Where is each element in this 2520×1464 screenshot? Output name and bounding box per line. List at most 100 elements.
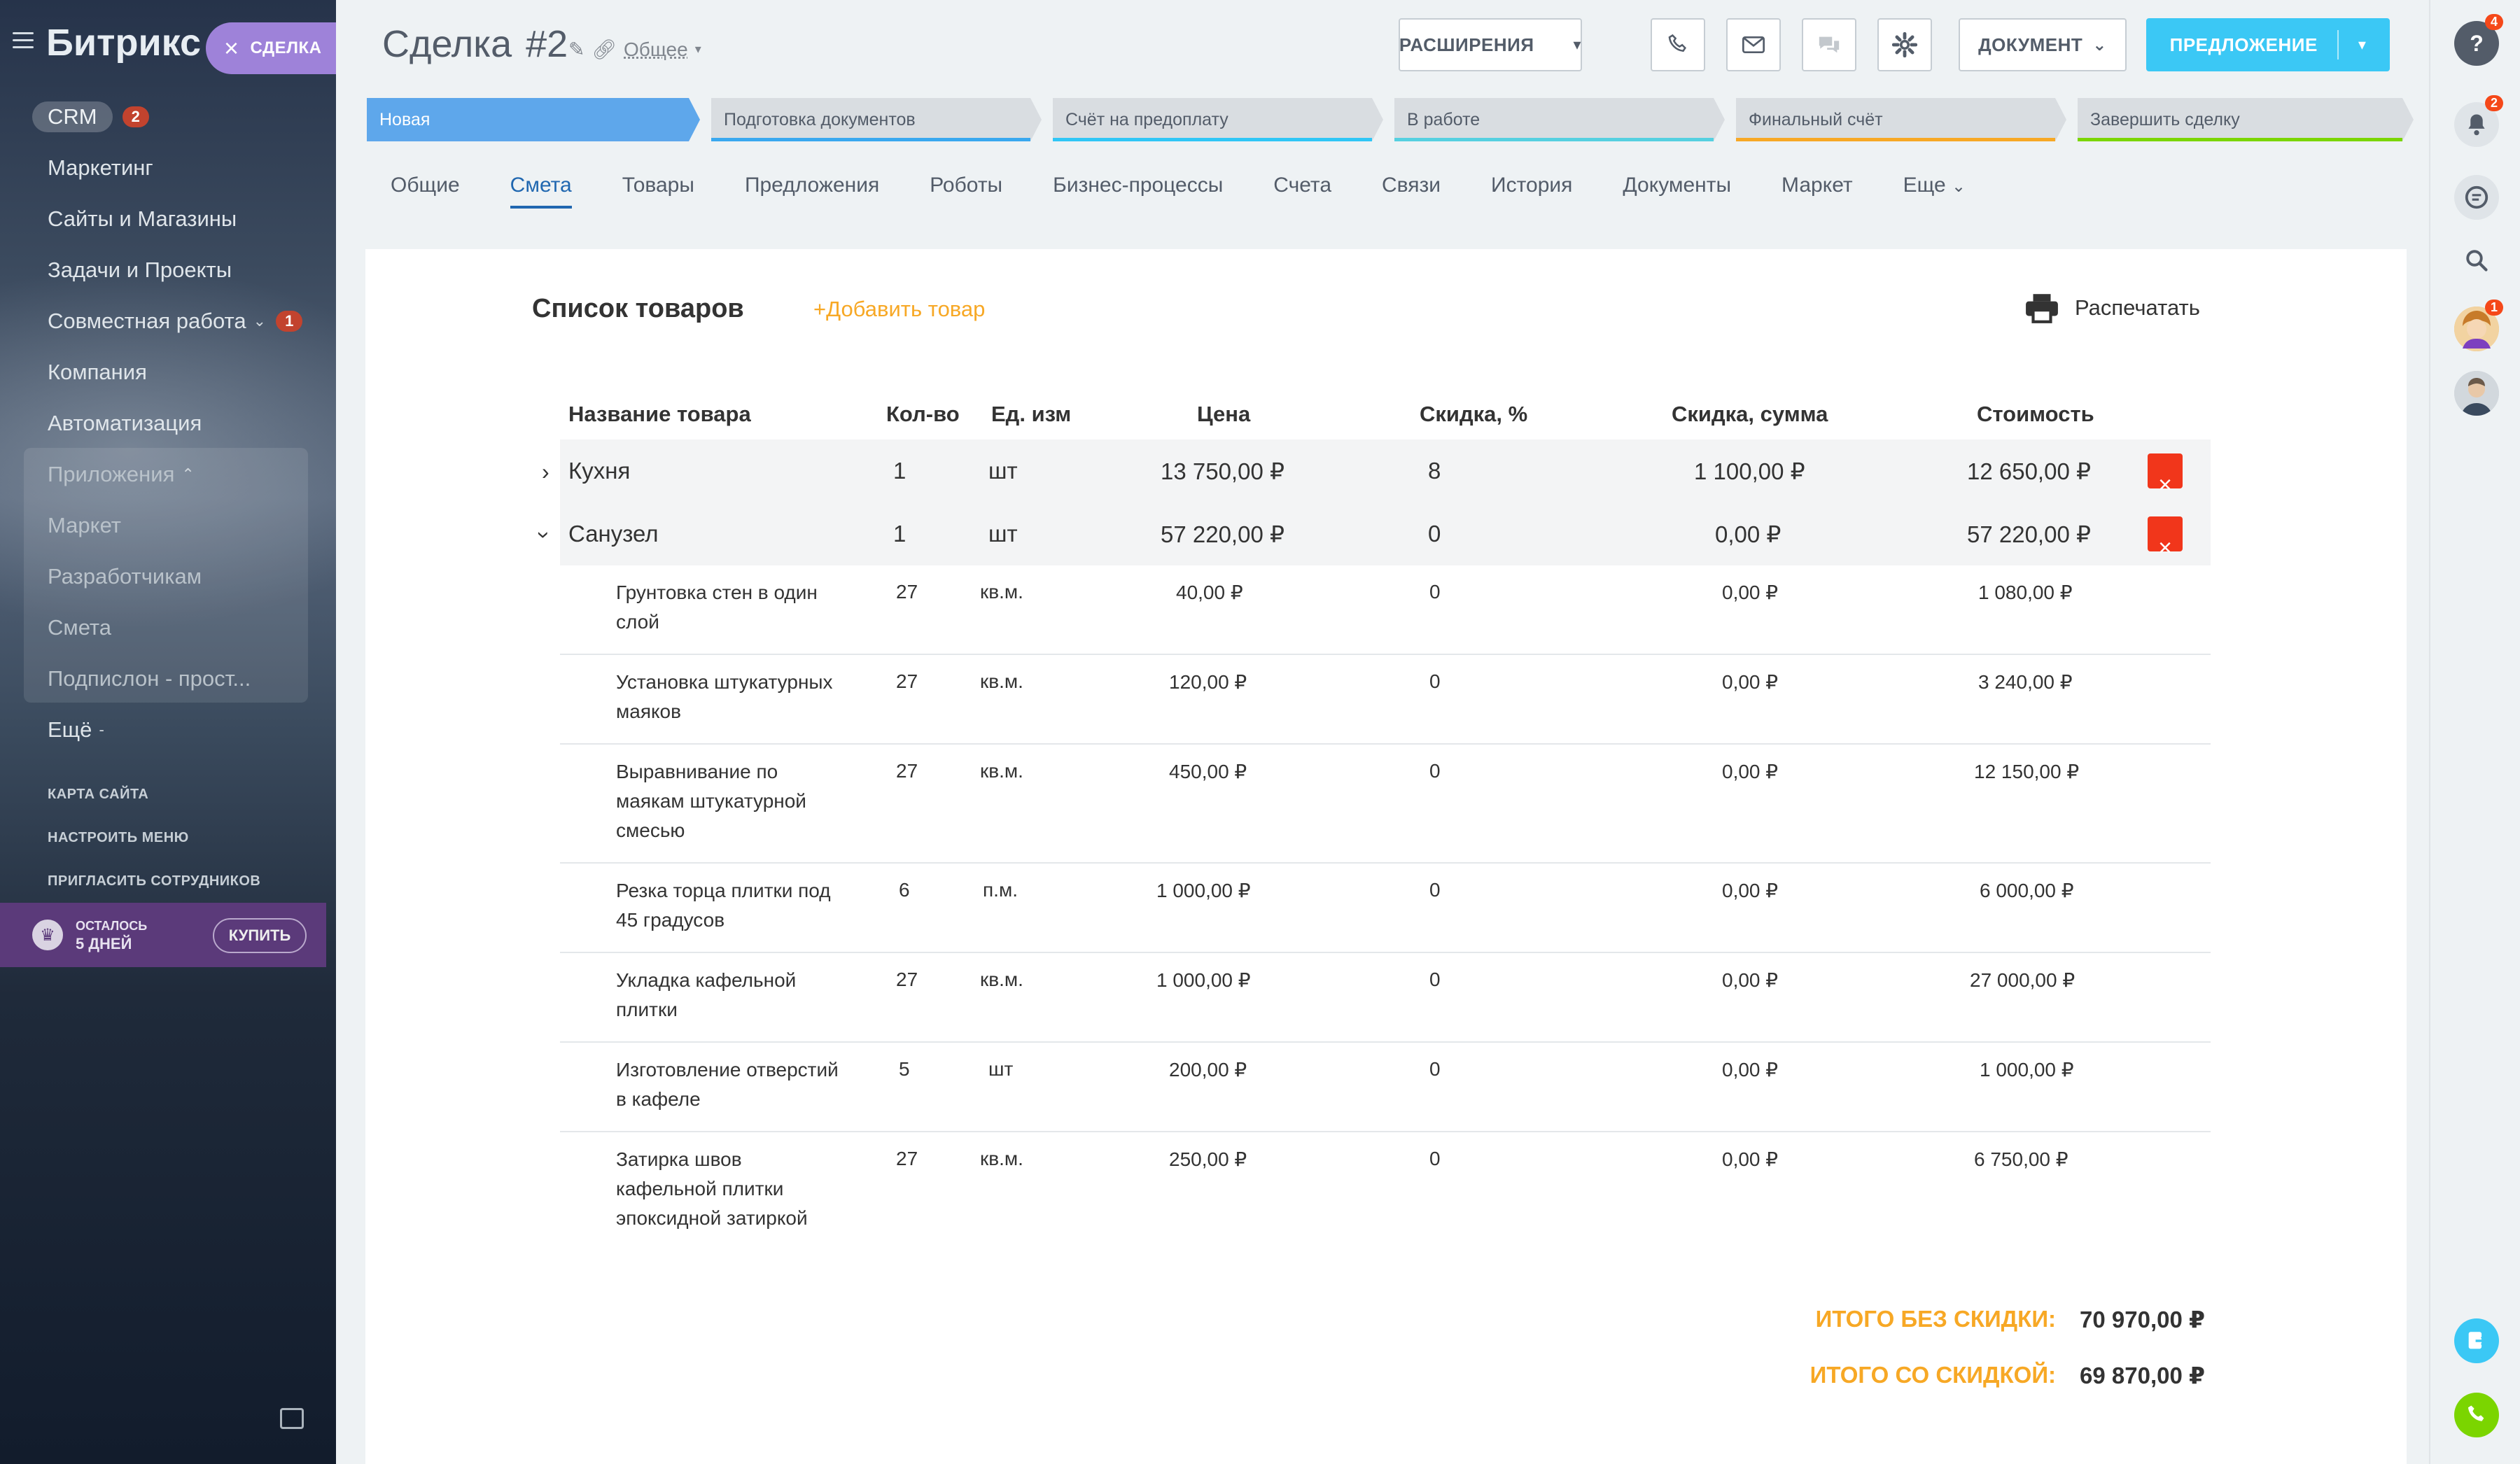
sidebar-item-tasks[interactable]: Задачи и Проекты [0, 244, 336, 295]
sidebar-item-more[interactable]: Ещё - [0, 704, 336, 755]
delete-group-button[interactable]: × [2148, 453, 2183, 498]
tab-market[interactable]: Маркет [1782, 174, 1853, 197]
deal-category-select[interactable]: Общее [624, 38, 688, 60]
close-deal-slider-button[interactable]: × СДЕЛКА [206, 22, 336, 74]
trial-banner: ♛ ОСТАЛОСЬ 5 ДНЕЙ КУПИТЬ [0, 903, 326, 967]
crm-counter-badge: 2 [122, 106, 149, 127]
table-row[interactable]: Грунтовка стен в один слой 27 кв.м. 40,0… [560, 565, 2211, 655]
search-icon[interactable] [2454, 238, 2499, 283]
menu-burger-icon[interactable] [13, 32, 34, 49]
sidebar-item-automation[interactable]: Автоматизация [0, 397, 336, 449]
tab-business-processes[interactable]: Бизнес-процессы [1053, 174, 1224, 197]
sidebar-item-marketing[interactable]: Маркетинг [0, 142, 336, 193]
item-discount-sum: 0,00 ₽ [1722, 1059, 1779, 1081]
settings-button[interactable] [1877, 18, 1932, 71]
delete-group-button[interactable]: × [2148, 516, 2183, 561]
tab-invoices[interactable]: Счета [1273, 174, 1332, 197]
chat-button[interactable] [1802, 18, 1856, 71]
tab-history[interactable]: История [1491, 174, 1573, 197]
estimate-card: Список товаров +Добавить товар Распечата… [365, 249, 2407, 1464]
sidebar-item-label: CRM [32, 101, 113, 132]
sitemap-link[interactable]: КАРТА САЙТА [48, 787, 149, 802]
notifications-bell-icon[interactable]: 2 [2454, 95, 2503, 147]
sidebar-item-podpislon[interactable]: Подпислон - прост... [0, 653, 336, 704]
help-icon[interactable]: ? 4 [2454, 14, 2503, 66]
tab-documents[interactable]: Документы [1623, 174, 1732, 197]
link-icon[interactable]: 🔗︎ [592, 38, 617, 60]
stage-preparing-documents[interactable]: Подготовка документов [711, 98, 1042, 141]
group-row-kitchen[interactable]: › Кухня 1 шт 13 750,00 ₽ 8 1 100,00 ₽ 12… [542, 439, 2211, 502]
stage-color-bar [1053, 138, 1372, 141]
table-row[interactable]: Установка штукатурных маяков 27 кв.м. 12… [560, 655, 2211, 745]
sidebar-item-sites[interactable]: Сайты и Магазины [0, 193, 336, 244]
tab-offers[interactable]: Предложения [744, 174, 880, 197]
table-row[interactable]: Выравнивание по маякам штукатурной смесь… [560, 745, 2211, 864]
chevron-down-icon[interactable]: ▾ [2358, 36, 2367, 53]
open-lines-icon[interactable] [2454, 1318, 2499, 1363]
stage-in-progress[interactable]: В работе [1394, 98, 1725, 141]
tab-robots[interactable]: Роботы [930, 174, 1003, 197]
tab-links[interactable]: Связи [1382, 174, 1441, 197]
buy-button[interactable]: КУПИТЬ [213, 918, 307, 953]
tab-more[interactable]: Еще ⌄ [1903, 174, 1966, 209]
chat-bubbles-icon [1819, 36, 1840, 53]
sidebar-item-developers[interactable]: Разработчикам [0, 551, 336, 602]
products-table-header: Название товара Кол-во Ед. изм Цена Скид… [365, 402, 2407, 444]
item-cost: 3 240,00 ₽ [1978, 671, 2073, 693]
table-row[interactable]: Затирка швов кафельной плитки эпоксидной… [560, 1132, 2211, 1251]
sidebar-item-apps[interactable]: Приложения ⌃ [0, 449, 336, 500]
configure-menu-link[interactable]: НАСТРОИТЬ МЕНЮ [48, 830, 189, 845]
item-unit: кв.м. [980, 1148, 1023, 1169]
stage-prepayment-invoice[interactable]: Счёт на предоплату [1053, 98, 1383, 141]
print-button[interactable]: Распечатать [2024, 293, 2200, 323]
offer-button[interactable]: ПРЕДЛОЖЕНИЕ ▾ [2146, 18, 2390, 71]
group-price: 57 220,00 ₽ [1161, 521, 1284, 547]
item-cost: 27 000,00 ₽ [1970, 969, 2076, 991]
sidebar-item-estimate[interactable]: Смета [0, 602, 336, 653]
email-button[interactable] [1726, 18, 1781, 71]
stage-new[interactable]: Новая [367, 98, 700, 141]
sidebar-item-label: Разработчикам [48, 563, 202, 589]
user-avatar[interactable]: 1 [2454, 300, 2503, 351]
col-name: Название товара [568, 402, 751, 426]
chevron-down-icon: ▾ [694, 42, 701, 56]
add-product-link[interactable]: +Добавить товар [813, 297, 986, 321]
chevron-down-icon[interactable]: › [531, 531, 557, 539]
total-without-discount: ИТОГО БЕЗ СКИДКИ: 70 970,00 ₽ [1816, 1306, 2205, 1333]
item-qty: 27 [896, 1148, 918, 1169]
close-icon: × [2158, 472, 2172, 498]
item-price: 450,00 ₽ [1169, 761, 1247, 782]
invite-employees-link[interactable]: ПРИГЛАСИТЬ СОТРУДНИКОВ [48, 873, 261, 889]
sidebar-item-collaboration[interactable]: Совместная работа ⌄ 1 [0, 295, 336, 346]
offer-label: ПРЕДЛОЖЕНИЕ [2169, 34, 2318, 55]
call-button[interactable] [1651, 18, 1705, 71]
stage-color-bar [2078, 138, 2402, 141]
user-avatar[interactable] [2454, 371, 2499, 416]
printer-settings-icon[interactable] [280, 1408, 304, 1429]
group-row-bathroom[interactable]: › Санузел 1 шт 57 220,00 ₽ 0 0,00 ₽ 57 2… [532, 502, 2211, 565]
deal-page: Сделка #2 ✎ 🔗︎ Общее ▾ РАСШИРЕНИЯ ▾ ДОКУМ… [336, 0, 2429, 1464]
table-row[interactable]: Резка торца плитки под 45 градусов 6 п.м… [560, 864, 2211, 953]
stage-finish-deal[interactable]: Завершить сделку [2078, 98, 2414, 141]
tab-products[interactable]: Товары [622, 174, 694, 197]
chevron-down-icon[interactable]: ▾ [1573, 36, 1582, 53]
item-price: 250,00 ₽ [1169, 1148, 1247, 1170]
item-name: Затирка швов кафельной плитки эпоксидной… [616, 1148, 808, 1229]
table-row[interactable]: Укладка кафельной плитки 27 кв.м. 1 000,… [560, 953, 2211, 1043]
chevron-right-icon[interactable]: › [542, 459, 550, 484]
extensions-button[interactable]: РАСШИРЕНИЯ ▾ [1399, 18, 1582, 71]
sidebar-item-crm[interactable]: CRM 2 [0, 91, 336, 142]
messenger-icon[interactable] [2454, 175, 2499, 220]
tab-estimate[interactable]: Смета [510, 174, 572, 209]
item-name: Установка штукатурных маяков [616, 671, 833, 722]
stage-label: В работе [1407, 109, 1480, 129]
sidebar-item-market[interactable]: Маркет [0, 500, 336, 551]
table-row[interactable]: Изготовление отверстий в кафеле 5 шт 200… [560, 1043, 2211, 1132]
document-button[interactable]: ДОКУМЕНТ ⌄ [1959, 18, 2127, 71]
item-unit: кв.м. [980, 670, 1023, 692]
stage-final-invoice[interactable]: Финальный счёт [1736, 98, 2066, 141]
tab-general[interactable]: Общие [391, 174, 460, 197]
edit-pencil-icon[interactable]: ✎ [568, 38, 585, 60]
phone-call-icon[interactable] [2454, 1393, 2499, 1437]
sidebar-item-company[interactable]: Компания [0, 346, 336, 397]
